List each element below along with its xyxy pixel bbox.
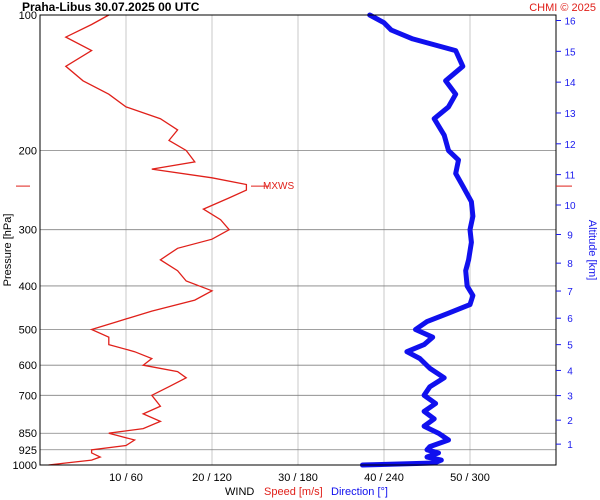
- y-axis-title: Pressure [hPa]: [2, 214, 14, 287]
- altitude-axis-title: Altitude [km]: [586, 220, 598, 281]
- y-tick-label: 400: [19, 281, 37, 293]
- plot-frame: [39, 14, 557, 466]
- x-tick-label: 20 / 120: [192, 472, 232, 484]
- altitude-tick-label: 3: [567, 392, 573, 403]
- y-tick-label: 300: [19, 225, 37, 237]
- altitude-tick-label: 5: [567, 341, 573, 352]
- altitude-tick-label: 13: [564, 109, 576, 120]
- speed-line: [48, 14, 248, 466]
- y-tick-label: 1000: [13, 460, 37, 472]
- altitude-tick-label: 6: [567, 314, 573, 325]
- altitude-tick-label: 4: [567, 366, 573, 377]
- y-tick-label: 500: [19, 325, 37, 337]
- altitude-tick-label: 16: [564, 16, 576, 27]
- chart-title: Praha-Libus 30.07.2025 00 UTC: [22, 0, 200, 14]
- speed-series: [48, 14, 248, 466]
- altitude-tick-label: 15: [564, 47, 576, 58]
- altitude-tick-label: 1: [567, 440, 573, 451]
- altitude-tick-label: 8: [567, 259, 573, 270]
- x-tick-label: 10 / 60: [109, 472, 143, 484]
- y-tick-label: 100: [19, 10, 37, 22]
- mxws-annotation: MXWS: [263, 181, 294, 192]
- altitude-tick-label: 9: [567, 230, 573, 241]
- altitude-tick-label: 2: [567, 416, 573, 427]
- x-axis-wind-label: WIND: [225, 486, 254, 498]
- direction-series: [360, 12, 476, 468]
- direction-line: [360, 12, 476, 468]
- y-tick-label: 925: [19, 445, 37, 457]
- y-tick-label: 200: [19, 145, 37, 157]
- x-tick-label: 40 / 240: [364, 472, 404, 484]
- grid: [40, 14, 556, 466]
- altitude-tick-label: 14: [564, 78, 576, 89]
- y-tick-label: 700: [19, 390, 37, 402]
- y-tick-label: 600: [19, 360, 37, 372]
- axes: 10 / 60 20 / 120 30 / 180 40 / 240 50 / 300 1…: [13, 10, 576, 484]
- altitude-tick-label: 10: [564, 201, 576, 212]
- copyright-text: CHMI © 2025: [529, 2, 596, 14]
- x-axis-direction-label: Direction [°]: [331, 486, 388, 498]
- x-tick-label: 30 / 180: [278, 472, 318, 484]
- x-axis-speed-label: Speed [m/s]: [264, 486, 323, 498]
- y-tick-label: 850: [19, 428, 37, 440]
- altitude-tick-label: 11: [565, 171, 576, 182]
- altitude-tick-label: 12: [564, 140, 576, 151]
- altitude-tick-label: 7: [567, 287, 573, 298]
- x-tick-label: 50 / 300: [450, 472, 490, 484]
